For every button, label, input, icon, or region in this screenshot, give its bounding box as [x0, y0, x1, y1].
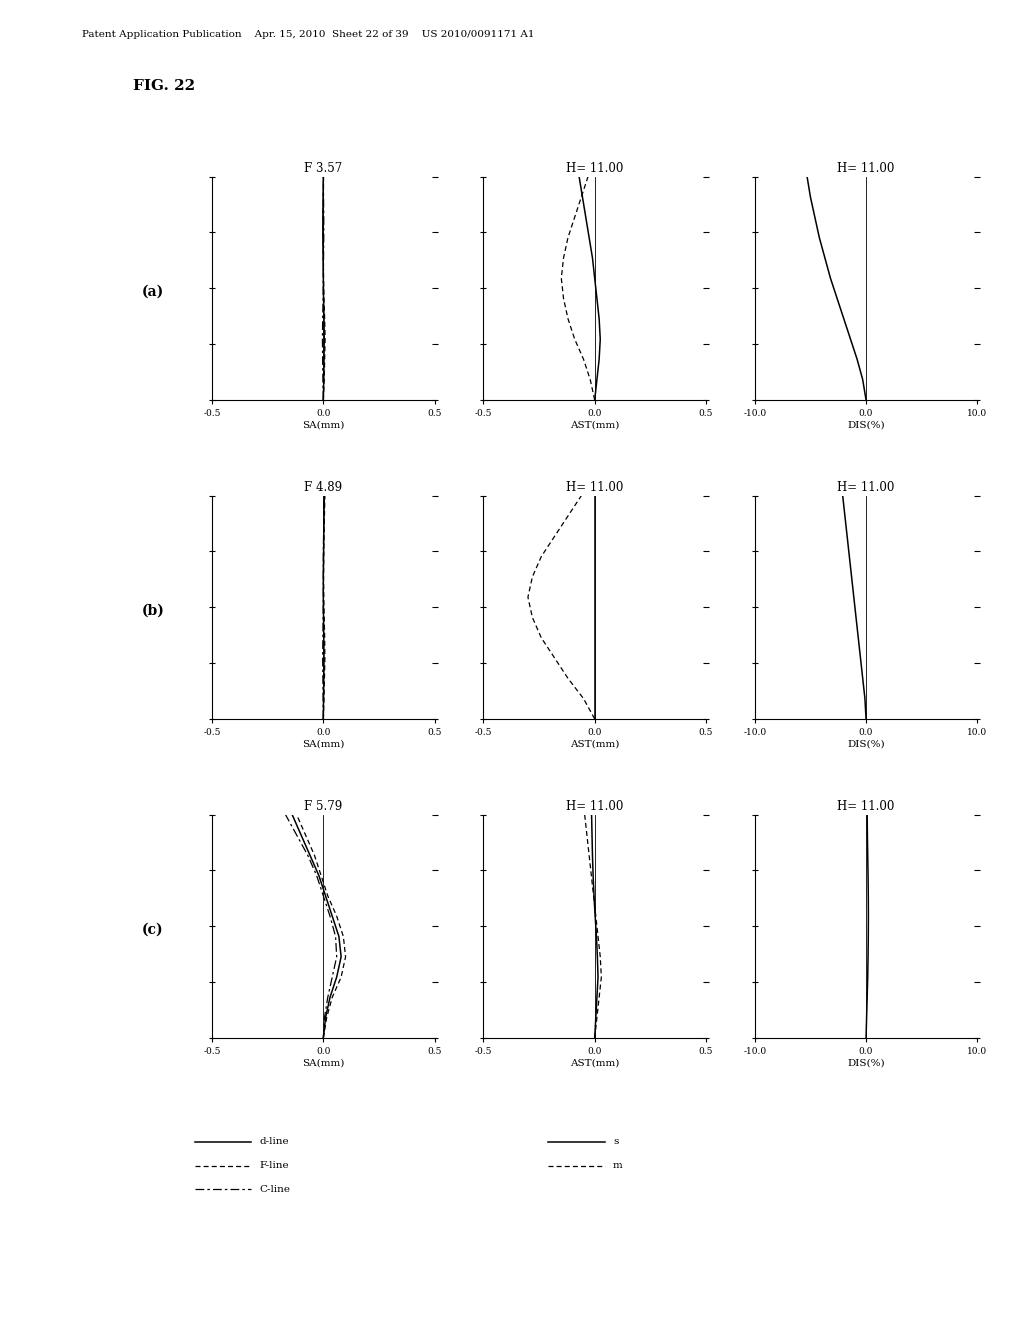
- Title: H= 11.00: H= 11.00: [838, 482, 895, 495]
- X-axis label: AST(mm): AST(mm): [570, 421, 620, 430]
- Title: F 5.79: F 5.79: [304, 800, 342, 813]
- Text: (a): (a): [141, 285, 164, 298]
- Text: Patent Application Publication    Apr. 15, 2010  Sheet 22 of 39    US 2010/00911: Patent Application Publication Apr. 15, …: [82, 30, 535, 40]
- X-axis label: DIS(%): DIS(%): [847, 1059, 885, 1068]
- X-axis label: DIS(%): DIS(%): [847, 739, 885, 748]
- Title: H= 11.00: H= 11.00: [838, 800, 895, 813]
- X-axis label: SA(mm): SA(mm): [302, 1059, 344, 1068]
- Text: m: m: [613, 1162, 623, 1170]
- Title: F 3.57: F 3.57: [304, 162, 342, 176]
- X-axis label: DIS(%): DIS(%): [847, 421, 885, 430]
- Title: H= 11.00: H= 11.00: [566, 800, 624, 813]
- Title: H= 11.00: H= 11.00: [838, 162, 895, 176]
- Text: FIG. 22: FIG. 22: [133, 79, 196, 94]
- X-axis label: SA(mm): SA(mm): [302, 421, 344, 430]
- Text: d-line: d-line: [259, 1138, 289, 1146]
- X-axis label: AST(mm): AST(mm): [570, 739, 620, 748]
- Text: C-line: C-line: [259, 1185, 290, 1193]
- Title: H= 11.00: H= 11.00: [566, 162, 624, 176]
- Text: (b): (b): [141, 603, 164, 618]
- Title: H= 11.00: H= 11.00: [566, 482, 624, 495]
- X-axis label: AST(mm): AST(mm): [570, 1059, 620, 1068]
- Text: F-line: F-line: [259, 1162, 289, 1170]
- X-axis label: SA(mm): SA(mm): [302, 739, 344, 748]
- Text: s: s: [613, 1138, 618, 1146]
- Text: (c): (c): [141, 923, 163, 936]
- Title: F 4.89: F 4.89: [304, 482, 342, 495]
